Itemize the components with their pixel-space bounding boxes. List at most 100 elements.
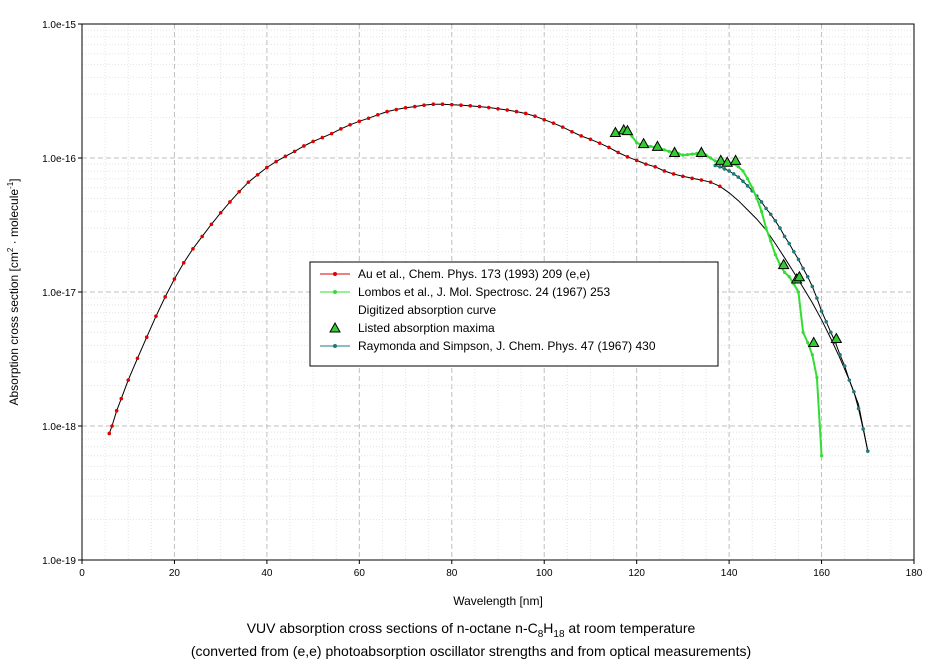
- series-au-point: [228, 200, 232, 204]
- series-au-point: [708, 180, 713, 184]
- legend-dot: [333, 272, 337, 276]
- series-au-point: [597, 141, 602, 145]
- series-au-point: [292, 149, 297, 154]
- series-raymonda-point: [847, 378, 852, 382]
- series-au-point: [181, 261, 186, 265]
- legend-box: [309, 261, 719, 367]
- series-raymonda-point: [722, 167, 727, 171]
- series-au-point: [625, 155, 630, 159]
- series-au-point: [514, 109, 519, 114]
- x-tick-label: 60: [354, 568, 366, 579]
- x-tick-label: 180: [906, 568, 923, 579]
- series-au-point: [486, 105, 491, 110]
- series-au-point: [283, 154, 288, 159]
- series-maxima-triangle: [729, 154, 742, 165]
- series-au-point: [119, 396, 124, 401]
- series-au-point: [246, 180, 251, 184]
- caption-sub-1: 8: [537, 628, 544, 640]
- series-lombos-point: [681, 153, 685, 157]
- series-lombos-point: [769, 239, 773, 243]
- series-maxima-triangle: [668, 146, 681, 157]
- series-raymonda-point: [829, 330, 833, 335]
- series-au-point: [126, 378, 131, 382]
- series-au-point: [348, 122, 352, 127]
- y-axis-label-mid: · molecule: [7, 189, 21, 248]
- series-maxima-triangle: [609, 126, 622, 137]
- series-raymonda-point: [819, 309, 824, 313]
- series-lombos-point: [648, 144, 653, 149]
- series-lombos-point: [773, 253, 777, 257]
- series-au-continuation-line: [719, 185, 869, 452]
- legend-entry-label: Digitized absorption curve: [358, 303, 496, 317]
- legend-entry-label: Au et al., Chem. Phys. 173 (1993) 209 (e…: [358, 267, 590, 281]
- series-maxima-triangle: [714, 154, 727, 165]
- series-lombos-point: [667, 149, 671, 154]
- series-maxima-triangle: [777, 258, 790, 270]
- x-tick-label: 80: [446, 568, 458, 579]
- y-tick-label: 1.0e-17: [42, 288, 76, 299]
- axis-ticks: 0 20 40 60 80 100 120 140 160 180 1.0e-19 1.0e-18 1.…: [42, 20, 923, 579]
- series-au-point: [616, 150, 620, 155]
- y-tick-label: 1.0e-18: [42, 422, 76, 433]
- series-lombos-point: [787, 275, 791, 279]
- series-au-point: [218, 210, 223, 215]
- series-au-point: [357, 119, 362, 124]
- series-lombos-point: [755, 196, 759, 200]
- series-au-point: [135, 356, 140, 361]
- y-axis-label-prefix: Absorption cross section [cm: [7, 252, 21, 405]
- x-tick-label: 100: [536, 568, 553, 579]
- series-raymonda-point: [778, 226, 782, 230]
- series-au-point: [329, 131, 334, 136]
- legend-dot: [333, 290, 337, 294]
- y-tick-label: 1.0e-16: [42, 154, 76, 165]
- series-au-point: [671, 172, 676, 176]
- series-au-point: [699, 178, 704, 182]
- y-axis-label: Absorption cross section [cm2 · molecule…: [6, 178, 21, 405]
- caption-line-1: VUV absorption cross sections of n-octan…: [0, 620, 942, 640]
- series-maxima-triangle: [637, 137, 650, 149]
- series-au-point: [320, 135, 325, 140]
- series-maxima-triangle: [651, 140, 664, 151]
- series-au-point: [265, 165, 269, 170]
- series-lombos-point: [810, 353, 814, 357]
- series-lombos-point: [635, 141, 639, 145]
- series-au-point: [114, 408, 119, 413]
- series-au-point: [144, 335, 149, 339]
- series-raymonda-point: [801, 266, 805, 271]
- series-au-point: [237, 189, 241, 194]
- series-au-point: [200, 234, 204, 239]
- series-au-point: [588, 137, 593, 142]
- series-lombos-point: [690, 152, 694, 156]
- series-au-point: [560, 125, 565, 129]
- series-raymonda-point: [736, 175, 741, 179]
- legend: Au et al., Chem. Phys. 173 (1993) 209 (e…: [309, 261, 719, 367]
- series-layer: [107, 102, 870, 458]
- series-lombos-point: [741, 169, 745, 173]
- caption-line-2: (converted from (e,e) photoabsorption os…: [190, 643, 752, 659]
- series-raymonda-line: [715, 164, 869, 452]
- x-tick-label: 0: [79, 568, 85, 579]
- series-lombos-point: [819, 454, 824, 458]
- series-au-point: [366, 116, 371, 121]
- series-au-point: [413, 104, 417, 109]
- series-raymonda-point: [852, 389, 856, 394]
- legend-dot: [333, 344, 337, 348]
- series-raymonda-point: [782, 234, 787, 239]
- series-au-point: [385, 109, 389, 114]
- series-lombos-point: [746, 177, 750, 181]
- series-au-point: [255, 172, 260, 177]
- series-au-point: [459, 103, 463, 107]
- series-lombos-point: [759, 209, 764, 213]
- x-tick-label: 40: [261, 568, 273, 579]
- series-au-point: [107, 431, 112, 436]
- series-au-point: [449, 102, 454, 107]
- x-tick-label: 120: [628, 568, 645, 579]
- series-au-point: [394, 107, 399, 112]
- series-raymonda-point: [810, 284, 815, 289]
- series-au-point: [551, 121, 556, 125]
- series-lombos-point: [806, 340, 810, 345]
- series-au-point: [533, 114, 537, 119]
- legend-entry-label: Listed absorption maxima: [358, 321, 495, 335]
- series-lombos-point: [782, 270, 787, 275]
